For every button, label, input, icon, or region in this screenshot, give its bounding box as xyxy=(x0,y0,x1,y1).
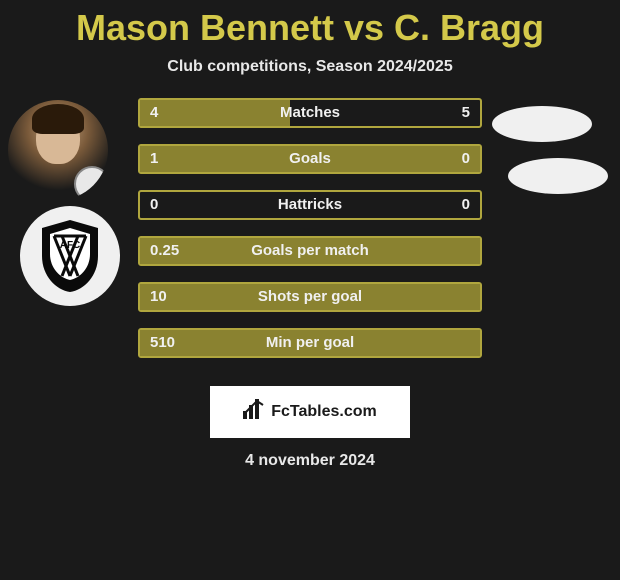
credit-box: FcTables.com xyxy=(210,386,410,438)
team-crest-icon: AFC xyxy=(20,206,120,306)
svg-text:AFC: AFC xyxy=(60,240,81,251)
subtitle: Club competitions, Season 2024/2025 xyxy=(167,58,452,76)
stat-row-matches: 4 Matches 5 xyxy=(138,98,482,128)
comparison-area: AFC 4 Matches 5 1 Goals 0 0 Hattricks 0 xyxy=(0,98,620,378)
stat-label: Shots per goal xyxy=(140,288,480,305)
stat-label: Matches xyxy=(140,104,480,121)
stat-row-goals: 1 Goals 0 xyxy=(138,144,482,174)
stat-row-goals-per-match: 0.25 Goals per match xyxy=(138,236,482,266)
stat-label: Goals xyxy=(140,150,480,167)
date-text: 4 november 2024 xyxy=(245,452,375,470)
infographic-root: Mason Bennett vs C. Bragg Club competiti… xyxy=(0,0,620,580)
credit-text: FcTables.com xyxy=(271,403,377,421)
stat-row-min-per-goal: 510 Min per goal xyxy=(138,328,482,358)
player-left-avatar xyxy=(8,100,108,200)
player-right-avatar-placeholder xyxy=(492,106,592,142)
avatar-hair xyxy=(32,104,84,134)
stat-row-hattricks: 0 Hattricks 0 xyxy=(138,190,482,220)
stat-label: Min per goal xyxy=(140,334,480,351)
fctables-logo-icon xyxy=(243,399,265,424)
stat-label: Goals per match xyxy=(140,242,480,259)
player-left-team-badge-icon xyxy=(74,166,108,200)
stat-right-value: 0 xyxy=(462,150,470,167)
player-right-crest-placeholder xyxy=(508,158,608,194)
stat-label: Hattricks xyxy=(140,196,480,213)
stat-right-value: 5 xyxy=(462,104,470,121)
stat-row-shots-per-goal: 10 Shots per goal xyxy=(138,282,482,312)
page-title: Mason Bennett vs C. Bragg xyxy=(76,8,544,48)
stat-right-value: 0 xyxy=(462,196,470,213)
